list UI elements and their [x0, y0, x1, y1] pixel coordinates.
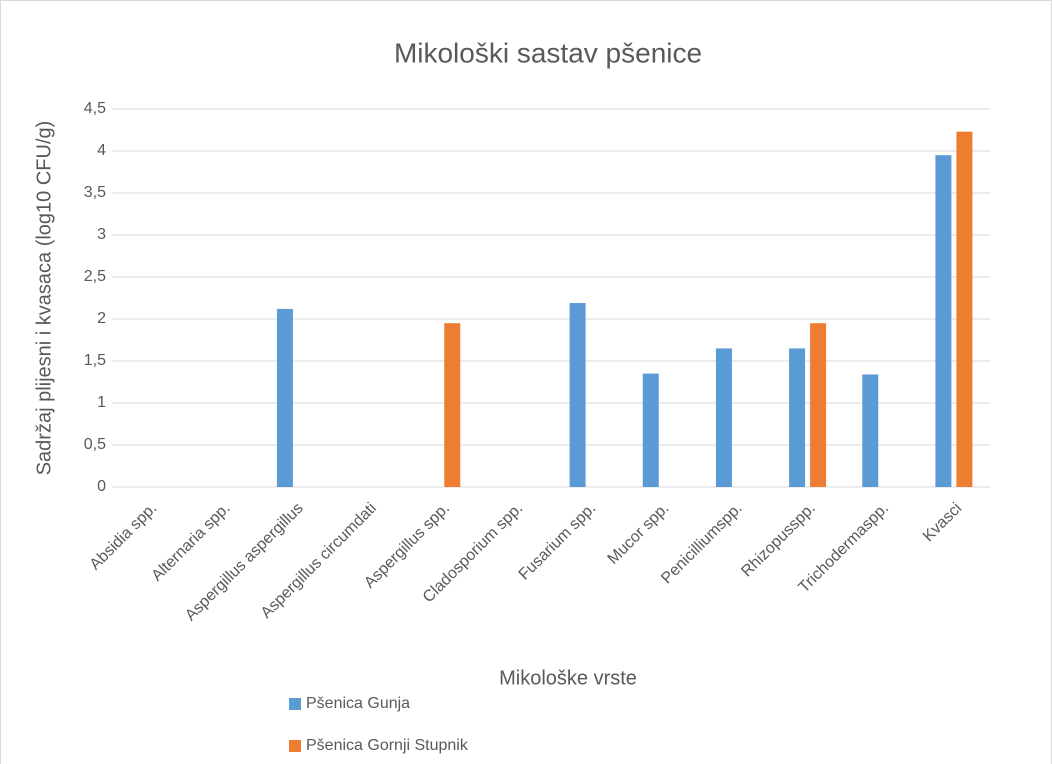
- bar: [642, 373, 659, 487]
- bar: [810, 323, 827, 487]
- bar: [956, 131, 973, 487]
- y-tick-label: 2,5: [84, 268, 106, 285]
- bar: [862, 374, 879, 487]
- chart-title: Mikološki sastav pšenice: [394, 37, 702, 68]
- y-tick-label: 4,5: [84, 100, 106, 117]
- legend-label: Pšenica Gornji Stupnik: [306, 737, 469, 754]
- y-tick-label: 1,5: [84, 352, 106, 369]
- bar: [569, 303, 586, 487]
- y-tick-label: 4: [97, 142, 106, 159]
- y-tick-label: 1: [97, 394, 106, 411]
- bar: [715, 348, 732, 487]
- y-tick-label: 2: [97, 310, 106, 327]
- legend-swatch: [289, 698, 301, 710]
- y-axis-title: Sadržaj plijesni i kvasaca (log10 CFU/g): [33, 121, 55, 476]
- y-tick-label: 0: [97, 478, 106, 495]
- legend-swatch: [289, 740, 301, 752]
- y-tick-label: 3,5: [84, 184, 106, 201]
- bar: [789, 348, 806, 487]
- y-tick-label: 3: [97, 226, 106, 243]
- x-axis-title: Mikološke vrste: [499, 667, 637, 689]
- bar: [444, 323, 461, 487]
- y-tick-label: 0,5: [84, 436, 106, 453]
- bar: [935, 155, 952, 487]
- bar: [276, 308, 293, 487]
- legend-label: Pšenica Gunja: [306, 695, 410, 712]
